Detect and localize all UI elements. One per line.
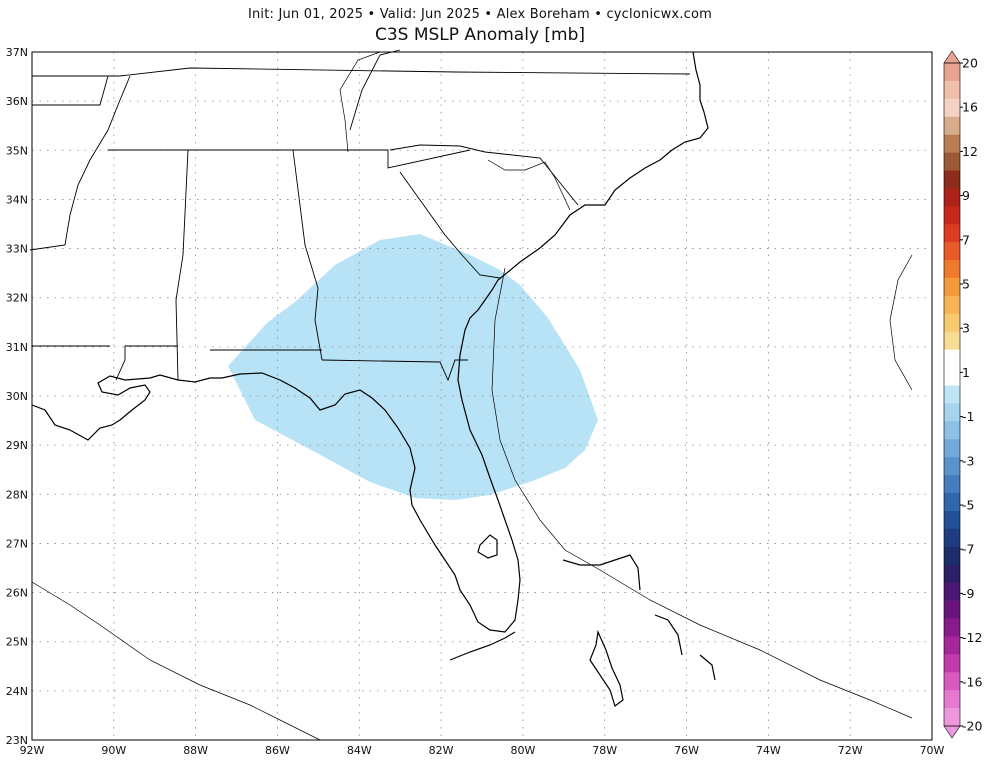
colorbar-segment — [944, 385, 960, 404]
coastline — [31, 51, 716, 707]
latitude-label: 33N — [6, 243, 28, 256]
latitude-label: 30N — [6, 390, 28, 403]
colorbar-segment — [944, 475, 960, 494]
colorbar-segment — [944, 582, 960, 601]
latitude-label: 24N — [6, 685, 28, 698]
colorbar-extend-top — [943, 50, 961, 64]
map-subtitle: Init: Jun 01, 2025 • Valid: Jun 2025 • A… — [247, 7, 713, 22]
colorbar-label: 12 — [962, 144, 978, 159]
latitude-label: 27N — [6, 537, 28, 550]
colorbar-segment — [944, 98, 960, 118]
state-boundaries — [29, 49, 691, 382]
colorbar-segment — [944, 349, 960, 369]
colorbar-segment — [944, 618, 960, 637]
longitude-label: 74W — [756, 744, 781, 757]
colorbar-segment — [944, 313, 960, 333]
colorbar-label: -7 — [962, 542, 974, 557]
colorbar-label: 1 — [962, 365, 970, 380]
latitude-label: 29N — [6, 439, 28, 452]
colorbar-segment — [944, 188, 960, 207]
latitude-label: 25N — [6, 636, 28, 649]
colorbar-label: 3 — [962, 321, 970, 336]
longitude-labels: 92W 90W 88W 86W 84W 82W 80W 78W 76W 74W 72W 70W — [20, 744, 945, 757]
colorbar-segment — [944, 421, 960, 440]
colorbar-segment — [944, 295, 960, 315]
colorbar-segment — [944, 80, 960, 100]
latitude-label: 36N — [6, 95, 28, 108]
latitude-label: 28N — [6, 488, 28, 501]
longitude-label: 82W — [429, 744, 454, 757]
latitude-label: 34N — [6, 193, 28, 206]
colorbar-labels: 20 16 12 9 7 5 3 1 -1 -3 -5 -7 -9 -12 -16 -20 — [960, 56, 982, 734]
colorbar-frame — [943, 62, 961, 727]
colorbar-label: 20 — [962, 56, 978, 71]
colorbar-label: -9 — [962, 586, 975, 601]
colorbar-segment — [944, 170, 960, 189]
colorbar-segment — [944, 528, 960, 548]
longitude-label: 70W — [920, 744, 945, 757]
colorbar-segment — [944, 510, 960, 530]
colorbar-segment — [944, 600, 960, 619]
longitude-label: 84W — [347, 744, 372, 757]
colorbar-label: -20 — [962, 719, 982, 734]
colorbar-segment — [944, 134, 960, 153]
map-panel — [29, 49, 933, 741]
colorbar-label: -5 — [962, 498, 974, 513]
colorbar-segment — [944, 260, 960, 279]
colorbar-label: 7 — [962, 232, 970, 247]
colorbar-segment — [944, 690, 960, 709]
latitude-label: 37N — [6, 46, 28, 59]
colorbar-label: -16 — [962, 674, 982, 689]
latitude-label: 23N — [6, 734, 28, 747]
longitude-label: 86W — [265, 744, 290, 757]
map-title: C3S MSLP Anomaly [mb] — [374, 25, 586, 45]
colorbar-segment — [944, 206, 960, 225]
longitude-label: 90W — [101, 744, 126, 757]
colorbar-segment — [944, 242, 960, 261]
colorbar-segment — [944, 457, 960, 476]
mslp-anomaly-region — [228, 234, 598, 500]
latitude-labels: 37N 36N 35N 34N 33N 32N 31N 30N 29N 28N 27N 26N 25N 2… — [6, 46, 28, 747]
colorbar-segment — [944, 152, 960, 171]
colorbar-segment — [944, 546, 960, 566]
colorbar-segment — [944, 564, 960, 584]
latitude-label: 32N — [6, 292, 28, 305]
colorbar-segment — [944, 708, 960, 727]
longitude-label: 92W — [20, 744, 45, 757]
colorbar-label: 16 — [962, 100, 978, 115]
colorbar-segment — [944, 331, 960, 351]
colorbar-segment — [944, 224, 960, 243]
colorbar-segment — [944, 439, 960, 458]
longitude-label: 80W — [510, 744, 535, 757]
latitude-label: 26N — [6, 587, 28, 600]
colorbar-label: -1 — [962, 409, 974, 424]
colorbar — [943, 50, 961, 739]
longitude-label: 78W — [592, 744, 617, 757]
colorbar-segment — [944, 654, 960, 673]
contour-lines — [31, 51, 913, 741]
colorbar-label: -12 — [962, 630, 982, 645]
colorbar-segment — [944, 636, 960, 655]
graticule — [32, 52, 932, 740]
colorbar-segment — [944, 493, 960, 512]
colorbar-segment — [944, 116, 960, 136]
colorbar-label: 9 — [962, 188, 970, 203]
colorbar-extend-bottom — [943, 725, 961, 739]
longitude-label: 88W — [183, 744, 208, 757]
longitude-label: 76W — [674, 744, 699, 757]
colorbar-label: -3 — [962, 453, 974, 468]
colorbar-segment — [944, 672, 960, 691]
colorbar-segment — [944, 278, 960, 297]
colorbar-segment — [944, 63, 960, 82]
latitude-label: 31N — [6, 341, 28, 354]
latitude-label: 35N — [6, 144, 28, 157]
longitude-label: 72W — [838, 744, 863, 757]
colorbar-segment — [944, 403, 960, 422]
colorbar-segment — [944, 367, 960, 386]
colorbar-label: 5 — [962, 277, 970, 292]
